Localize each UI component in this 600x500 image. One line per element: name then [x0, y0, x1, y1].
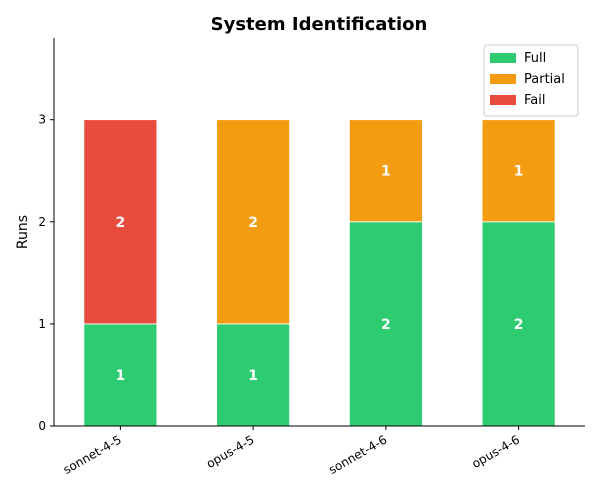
bar-label-sonnet-4-6-full: 2 — [381, 317, 391, 333]
legend-label-full: Full — [524, 51, 546, 66]
bar-label-sonnet-4-6-partial: 1 — [381, 164, 391, 180]
x-tick-label-opus-4-5: opus-4-5 — [204, 432, 257, 470]
bar-opus-4-5-partial — [216, 119, 291, 325]
bar-labels-layer: 1 2 1 2 2 1 2 1 — [116, 164, 524, 384]
legend-label-fail: Fail — [524, 93, 545, 108]
y-tick-label: 3 — [38, 113, 46, 127]
legend: Full Partial Fail — [483, 44, 579, 117]
bar-label-opus-4-5-full: 1 — [248, 368, 258, 384]
chart-title: System Identification — [211, 14, 428, 35]
y-tick-label: 1 — [38, 317, 46, 331]
y-axis-title: Runs — [15, 215, 31, 249]
x-tick-label-opus-4-6: opus-4-6 — [469, 432, 522, 470]
x-tick-label-sonnet-4-6: sonnet-4-6 — [326, 432, 389, 477]
bar-label-opus-4-6-partial: 1 — [514, 164, 524, 180]
bar-label-opus-4-6-full: 2 — [514, 317, 524, 333]
bar-label-opus-4-5-partial: 2 — [248, 215, 258, 231]
y-tick-label: 2 — [38, 215, 46, 229]
bar-sonnet-4-6-partial — [348, 119, 423, 223]
legend-swatch-fail — [490, 95, 516, 105]
legend-swatch-full — [490, 53, 516, 63]
bar-sonnet-4-5-fail — [83, 119, 158, 325]
bar-opus-4-6-partial — [481, 119, 556, 223]
legend-label-partial: Partial — [524, 72, 565, 87]
y-tick-label: 0 — [38, 419, 46, 433]
bar-sonnet-4-5-full — [83, 323, 158, 427]
x-tick-label-sonnet-4-5: sonnet-4-5 — [61, 432, 124, 477]
bars-layer — [83, 119, 556, 427]
bar-label-sonnet-4-5-full: 1 — [116, 368, 126, 384]
bar-label-sonnet-4-5-fail: 2 — [116, 215, 126, 231]
bar-sonnet-4-6-full — [348, 221, 423, 427]
legend-swatch-partial — [490, 74, 516, 84]
